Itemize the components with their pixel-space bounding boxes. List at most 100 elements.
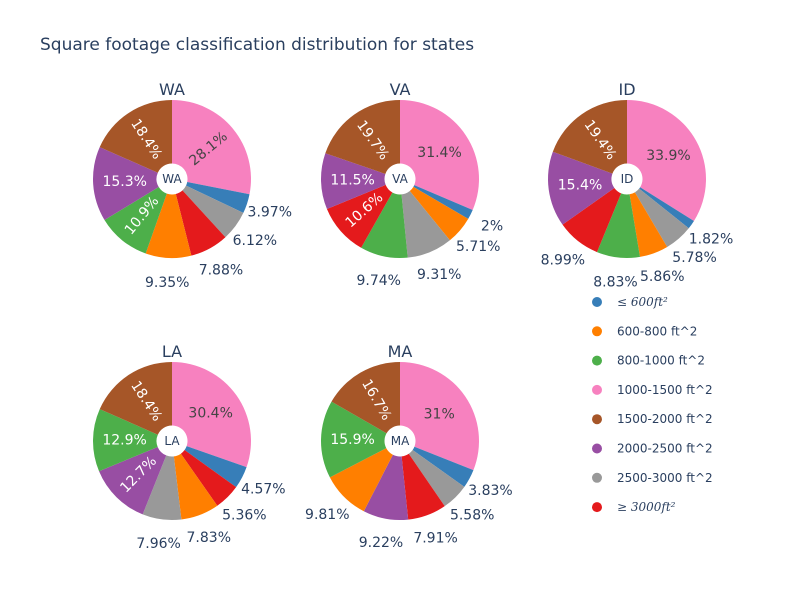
pie-title: VA [390, 80, 411, 99]
pie-id: ID33.9%1.82%5.78%5.86%8.83%8.99%15.4%19.… [541, 80, 734, 290]
legend-item[interactable]: 2000-2500 ft^2 [592, 442, 713, 456]
pie-slice [180, 450, 237, 506]
slice-label: 7.88% [199, 263, 243, 279]
legend-item[interactable]: 1500-2000 ft^2 [592, 412, 713, 426]
pie-slice [321, 153, 386, 210]
pie-slice [142, 455, 182, 520]
pie-slice [173, 453, 218, 520]
slice-label: 5.78% [672, 250, 716, 266]
pie-ma: MA31%3.83%5.58%7.91%9.22%9.81%15.9%16.7%… [305, 342, 513, 551]
legend-label: 1000-1500 ft^2 [617, 383, 713, 397]
legend-label: ≥ 3000ft² [617, 500, 676, 514]
slice-label: 33.9% [646, 148, 690, 164]
pie-slice [627, 100, 706, 221]
slice-label: 9.31% [417, 267, 461, 283]
slice-label: 3.97% [248, 204, 292, 220]
legend-label: 2000-2500 ft^2 [617, 442, 713, 456]
pie-slice [326, 184, 393, 248]
slice-label: 4.57% [241, 482, 285, 498]
pie-slice [329, 448, 393, 512]
pie-slice [408, 449, 465, 507]
pie-slice [548, 151, 615, 225]
legend-marker [592, 297, 602, 307]
slice-label: 9.35% [145, 275, 189, 291]
legend-item[interactable]: 800-1000 ft^2 [592, 354, 705, 368]
pie-slice [175, 190, 226, 256]
slice-label: 6.12% [233, 233, 277, 249]
legend-marker [592, 443, 602, 454]
pie-slice [552, 100, 627, 174]
pie-slice [596, 193, 640, 258]
pie-wa: WA28.1%3.97%6.12%7.88%9.35%10.9%15.3%18.… [93, 80, 292, 291]
pie-slice [99, 100, 172, 173]
slice-label: 3.83% [468, 483, 512, 499]
legend-label: 2500-3000 ft^2 [617, 471, 713, 485]
slice-label: 5.71% [456, 239, 500, 255]
pie-slice [321, 401, 387, 478]
pie-slice [629, 192, 668, 257]
legend-label: ≤ 600ft² [617, 295, 668, 309]
slice-label: 31.4% [417, 145, 461, 161]
pie-va: VA31.4%2%5.71%9.31%9.74%10.6%11.5%19.7%V… [321, 80, 503, 289]
legend-item[interactable]: 600-800 ft^2 [592, 324, 697, 338]
slice-label: 9.81% [305, 507, 349, 523]
pie-slice [99, 446, 167, 515]
legend-marker [592, 384, 602, 395]
legend-item[interactable]: ≥ 3000ft² [592, 500, 676, 514]
pie-slice [145, 193, 192, 258]
legend-marker [592, 472, 602, 483]
pie-center-label: WA [162, 172, 182, 186]
slice-label: 5.58% [450, 507, 494, 523]
legend: ≤ 600ft² 600-800 ft^2 800-1000 ft^2 1000-15… [592, 295, 713, 514]
pie-slice [412, 446, 474, 487]
legend-item[interactable]: 1000-1500 ft^2 [592, 383, 713, 397]
legend-item[interactable]: ≤ 600ft² [592, 295, 668, 309]
pie-slice [172, 362, 251, 468]
slice-label: 5.36% [222, 507, 266, 523]
pie-center-label: VA [392, 172, 408, 186]
pie-slice [401, 453, 445, 520]
slice-label: 7.91% [413, 531, 457, 547]
legend-label: 800-1000 ft^2 [617, 354, 705, 368]
pie-center-label: LA [164, 434, 180, 448]
pie-slice [400, 100, 480, 210]
legend-label: 600-800 ft^2 [617, 324, 697, 338]
pie-slice [409, 186, 469, 241]
pie-slice [185, 181, 250, 213]
slice-label: 15.9% [330, 432, 374, 448]
pie-slice [400, 362, 479, 471]
pie-slice [361, 192, 408, 258]
slice-label: 8.83% [593, 274, 637, 290]
pie-slice [331, 362, 400, 434]
pie-slice [99, 362, 172, 435]
slice-label: 12.9% [102, 432, 146, 448]
pie-slice [639, 187, 694, 229]
pie-la: LA30.4%4.57%5.36%7.83%7.96%12.7%12.9%18.… [92, 342, 286, 552]
legend-marker [592, 355, 602, 366]
legend-marker [592, 326, 602, 337]
pie-slice [401, 191, 450, 258]
slice-label: 31% [424, 406, 455, 422]
slice-label: 2% [481, 218, 503, 234]
slice-label: 9.22% [359, 535, 403, 551]
pie-title: WA [159, 80, 185, 99]
slice-label: 30.4% [188, 406, 232, 422]
chart-title: Square footage classification distributi… [40, 35, 474, 55]
pie-slice [325, 100, 400, 174]
legend-item[interactable]: 2500-3000 ft^2 [592, 471, 713, 485]
slice-label: 7.83% [187, 530, 231, 546]
pie-slice [172, 100, 251, 195]
slice-label: 15.3% [102, 174, 146, 190]
pie-slice [104, 187, 167, 254]
slice-label: 9.74% [356, 273, 400, 289]
pie-slice [562, 187, 622, 253]
pie-title: ID [618, 80, 635, 99]
pies-group: WA28.1%3.97%6.12%7.88%9.35%10.9%15.3%18.… [92, 80, 734, 552]
slice-label: 11.5% [330, 172, 374, 188]
pie-slice [363, 454, 409, 520]
pie-title: MA [388, 342, 413, 361]
slice-label: 15.4% [558, 177, 602, 193]
pie-slice [634, 188, 689, 248]
legend-marker [592, 414, 602, 425]
